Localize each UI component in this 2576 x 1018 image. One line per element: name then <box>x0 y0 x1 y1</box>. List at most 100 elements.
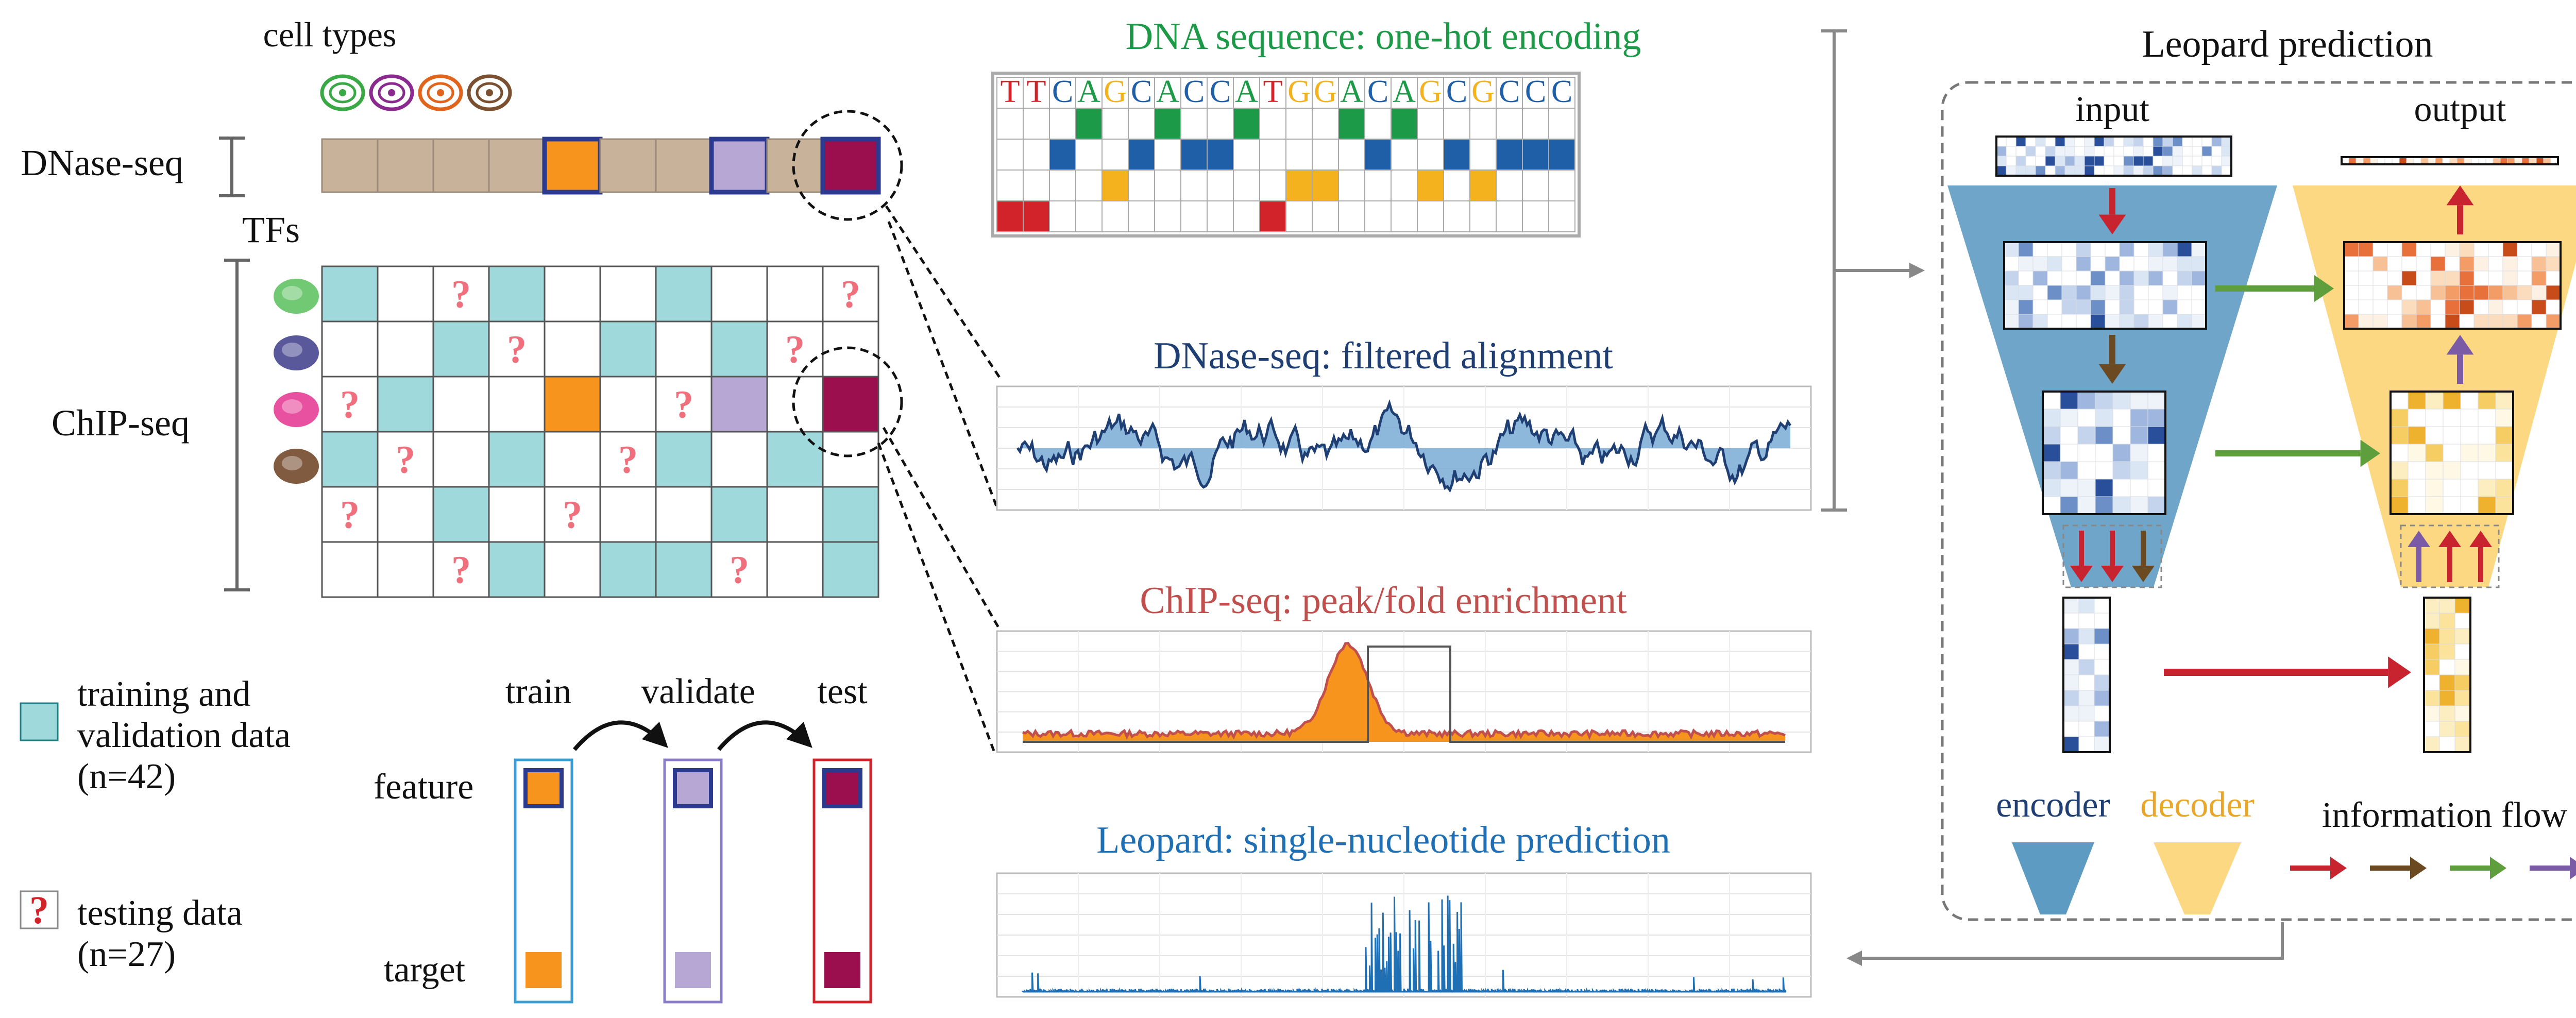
cell-type-core-icon <box>339 89 346 96</box>
encoder-level1-cell <box>2105 256 2120 272</box>
chip-cell <box>766 541 824 598</box>
encoder-level2-cell <box>2077 426 2096 445</box>
dna-onehot-cell <box>1101 108 1129 140</box>
encoder-level1-cell <box>2119 285 2134 300</box>
decoder-level1-frame <box>2343 241 2562 330</box>
decoder-level1-cell <box>2459 270 2475 286</box>
encoder-level1-cell <box>2076 242 2091 257</box>
input-map-cell <box>2064 136 2075 147</box>
bottleneck-encoder-cell <box>2094 674 2110 691</box>
encoder-level2-cell <box>2095 391 2113 410</box>
decoder-level1-cell <box>2372 285 2388 300</box>
decoder-level2-cell <box>2460 444 2479 462</box>
bottleneck-encoder-cell <box>2063 613 2079 629</box>
encoder-level1-cell <box>2004 314 2019 329</box>
chip-track <box>996 630 1812 753</box>
encoder-level1-cell <box>2133 256 2149 272</box>
decoder-level1-cell <box>2401 314 2417 329</box>
dna-onehot-cell <box>1417 200 1444 232</box>
dna-onehot-cell <box>1023 108 1050 140</box>
skip-arrow-2-head <box>2360 439 2380 467</box>
chip-cell <box>544 320 601 378</box>
input-map-cell <box>2172 136 2183 147</box>
encoder-level1-cell <box>2119 242 2134 257</box>
dna-onehot-cell <box>1075 108 1103 140</box>
dna-letter: C <box>1551 74 1572 109</box>
chip-cell <box>710 541 768 598</box>
cell-types-title: cell types <box>263 15 397 54</box>
decoder-level2-cell <box>2425 426 2444 445</box>
input-map-cell <box>2104 136 2114 147</box>
input-map-cell <box>2104 165 2114 176</box>
decoder-level2-cell <box>2460 461 2479 480</box>
dna-onehot-cell <box>1180 139 1208 171</box>
input-map-cell <box>2045 156 2056 166</box>
encoder-level2-cell <box>2112 444 2131 462</box>
decoder-level2-cell <box>2443 461 2461 480</box>
encoder-level1-cell <box>2162 242 2178 257</box>
encoder-level2-cell <box>2060 426 2078 445</box>
block-arrow-red-2-head <box>2101 566 2124 582</box>
encoder-level1-cell <box>2177 299 2192 315</box>
decoder-level2-cell <box>2408 391 2426 410</box>
tf-icon <box>274 279 319 314</box>
chip-cell <box>377 376 434 433</box>
chip-cell-question: ? <box>785 328 805 371</box>
cell-type-icon <box>418 74 463 111</box>
input-map-cell <box>2064 165 2075 176</box>
bottleneck-encoder-cell <box>2063 628 2079 644</box>
dna-onehot-cell <box>1338 139 1365 171</box>
encoder-level1-cell <box>2004 285 2019 300</box>
dnase-cell <box>655 138 713 193</box>
dna-onehot-cell <box>1364 169 1392 201</box>
tf-highlight-icon <box>282 456 302 470</box>
chip-track-title: ChIP-seq: peak/fold enrichment <box>1140 580 1627 622</box>
decoder-level1-cell <box>2430 270 2446 286</box>
dna-onehot-cell <box>1312 169 1339 201</box>
decoder-level1-cell <box>2358 314 2374 329</box>
output-map-cell <box>2377 157 2385 165</box>
decoder-level1-cell <box>2445 242 2460 257</box>
encoder-level2-cell <box>2147 444 2166 462</box>
input-map-cell <box>2055 146 2065 157</box>
dna-onehot-cell <box>1312 200 1339 232</box>
decoder-level1-cell <box>2502 256 2518 272</box>
decoder-level1-cell <box>2401 270 2417 286</box>
bottleneck-decoder-cell <box>2424 643 2440 660</box>
encoder-level2-cell <box>2130 461 2148 480</box>
input-map-cell <box>2162 146 2173 157</box>
bottleneck-decoder-cell <box>2424 597 2440 614</box>
encoder-level2-cell <box>2077 496 2096 515</box>
dna-onehot-cell <box>1469 169 1497 201</box>
input-map-cell <box>2094 156 2105 166</box>
output-map-cell <box>2428 157 2436 165</box>
decoder-level1-cell <box>2546 285 2561 300</box>
encoder-level2-cell <box>2060 461 2078 480</box>
dna-onehot-cell <box>1417 169 1444 201</box>
decoder-level1-cell <box>2445 285 2460 300</box>
chip-cell <box>655 320 713 378</box>
cell-type-core-icon <box>388 89 395 96</box>
dna-letter-cell <box>1180 77 1208 109</box>
input-map-cell <box>2094 146 2105 157</box>
encoder-level1-cell <box>2061 285 2077 300</box>
bottleneck-encoder-frame <box>2062 597 2111 753</box>
encoder-level1-cell <box>2076 299 2091 315</box>
dna-onehot-cell <box>1496 108 1523 140</box>
decoder-level1-cell <box>2517 256 2532 272</box>
testing-swatch <box>20 890 59 929</box>
bottleneck-encoder-cell <box>2078 690 2095 706</box>
encoder-level2-cell <box>2112 426 2131 445</box>
dna-onehot-cell <box>1128 108 1155 140</box>
decoder-level1-cell <box>2387 299 2402 315</box>
encoder-level1-cell <box>2018 242 2033 257</box>
chip-cell <box>766 431 824 488</box>
encoder-level1-cell <box>2148 270 2163 286</box>
encoder-level1-cell <box>2047 314 2062 329</box>
split-train-label: train <box>505 672 571 711</box>
encoder-level2-cell <box>2095 496 2113 515</box>
dna-onehot-cell <box>1023 200 1050 232</box>
bottleneck-encoder-cell <box>2094 628 2110 644</box>
legend-training-count: (n=42) <box>77 757 176 796</box>
decoder-level2-cell <box>2495 496 2514 515</box>
